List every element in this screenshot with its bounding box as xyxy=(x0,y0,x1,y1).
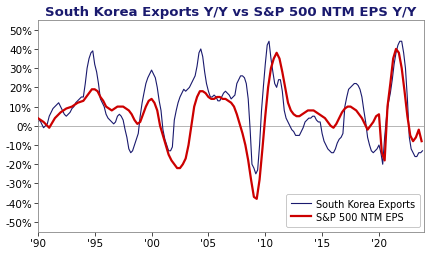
South Korea Exports xyxy=(236,79,241,82)
South Korea Exports xyxy=(323,144,329,147)
Legend: South Korea Exports, S&P 500 NTM EPS: South Korea Exports, S&P 500 NTM EPS xyxy=(286,194,420,227)
S&P 500 NTM EPS xyxy=(35,117,40,120)
S&P 500 NTM EPS xyxy=(192,106,197,109)
South Korea Exports xyxy=(100,102,105,105)
S&P 500 NTM EPS xyxy=(246,159,251,162)
South Korea Exports xyxy=(138,115,143,118)
South Korea Exports xyxy=(229,98,234,101)
South Korea Exports xyxy=(267,41,272,44)
S&P 500 NTM EPS xyxy=(408,134,413,137)
South Korea Exports xyxy=(420,150,425,153)
South Korea Exports xyxy=(253,173,258,176)
South Korea Exports xyxy=(35,121,40,124)
S&P 500 NTM EPS xyxy=(254,198,259,201)
S&P 500 NTM EPS xyxy=(146,100,151,103)
S&P 500 NTM EPS xyxy=(393,48,399,51)
S&P 500 NTM EPS xyxy=(206,96,211,99)
South Korea Exports xyxy=(77,98,82,101)
Line: South Korea Exports: South Korea Exports xyxy=(38,42,423,174)
S&P 500 NTM EPS xyxy=(371,121,376,124)
S&P 500 NTM EPS xyxy=(419,140,424,143)
Line: S&P 500 NTM EPS: S&P 500 NTM EPS xyxy=(38,50,421,199)
Title: South Korea Exports Y/Y vs S&P 500 NTM EPS Y/Y: South Korea Exports Y/Y vs S&P 500 NTM E… xyxy=(46,6,417,19)
